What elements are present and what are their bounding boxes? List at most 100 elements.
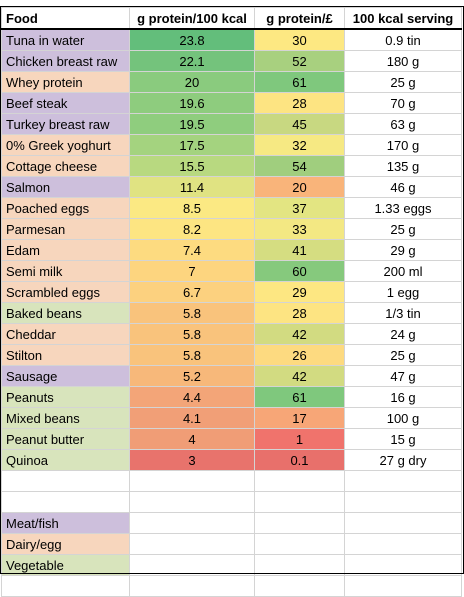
protein-per-pound-cell[interactable]: 52 xyxy=(254,50,345,72)
empty-cell[interactable] xyxy=(254,512,345,534)
food-cell[interactable]: Sausage xyxy=(1,365,130,387)
serving-cell[interactable]: 1.33 eggs xyxy=(344,197,462,219)
empty-cell[interactable] xyxy=(129,533,255,555)
protein-per-kcal-cell[interactable]: 5.2 xyxy=(129,365,255,387)
protein-per-pound-cell[interactable]: 42 xyxy=(254,323,345,345)
food-cell[interactable]: Whey protein xyxy=(1,71,130,93)
food-cell[interactable]: Tuna in water xyxy=(1,28,130,51)
empty-cell[interactable] xyxy=(254,575,345,597)
protein-per-pound-cell[interactable]: 29 xyxy=(254,281,345,303)
food-cell[interactable]: Mixed beans xyxy=(1,407,130,429)
food-cell[interactable]: Parmesan xyxy=(1,218,130,240)
food-cell[interactable]: Turkey breast raw xyxy=(1,113,130,135)
empty-cell[interactable] xyxy=(254,491,345,513)
empty-cell[interactable] xyxy=(344,575,462,597)
food-cell[interactable]: Stilton xyxy=(1,344,130,366)
empty-cell[interactable] xyxy=(344,491,462,513)
food-cell[interactable]: Salmon xyxy=(1,176,130,198)
protein-per-pound-cell[interactable]: 45 xyxy=(254,113,345,135)
serving-cell[interactable]: 180 g xyxy=(344,50,462,72)
serving-cell[interactable]: 25 g xyxy=(344,344,462,366)
legend-label[interactable]: Dairy/egg xyxy=(1,533,130,555)
legend-label[interactable]: Vegetable xyxy=(1,554,130,576)
header-food[interactable]: Food xyxy=(1,7,130,30)
protein-per-pound-cell[interactable]: 42 xyxy=(254,365,345,387)
serving-cell[interactable]: 1/3 tin xyxy=(344,302,462,324)
empty-cell[interactable] xyxy=(344,533,462,555)
protein-per-pound-cell[interactable]: 28 xyxy=(254,92,345,114)
protein-per-kcal-cell[interactable]: 5.8 xyxy=(129,302,255,324)
protein-per-kcal-cell[interactable]: 22.1 xyxy=(129,50,255,72)
protein-per-kcal-cell[interactable]: 17.5 xyxy=(129,134,255,156)
food-cell[interactable]: Beef steak xyxy=(1,92,130,114)
food-cell[interactable]: Poached eggs xyxy=(1,197,130,219)
protein-per-pound-cell[interactable]: 20 xyxy=(254,176,345,198)
serving-cell[interactable]: 29 g xyxy=(344,239,462,261)
protein-per-kcal-cell[interactable]: 20 xyxy=(129,71,255,93)
empty-cell[interactable] xyxy=(344,554,462,576)
empty-cell[interactable] xyxy=(129,575,255,597)
legend-label[interactable]: Meat/fish xyxy=(1,512,130,534)
food-cell[interactable]: Edam xyxy=(1,239,130,261)
protein-per-kcal-cell[interactable]: 3 xyxy=(129,449,255,471)
protein-per-pound-cell[interactable]: 61 xyxy=(254,71,345,93)
serving-cell[interactable]: 47 g xyxy=(344,365,462,387)
protein-per-pound-cell[interactable]: 33 xyxy=(254,218,345,240)
serving-cell[interactable]: 25 g xyxy=(344,71,462,93)
food-cell[interactable]: Peanuts xyxy=(1,386,130,408)
protein-per-kcal-cell[interactable]: 23.8 xyxy=(129,28,255,51)
protein-per-kcal-cell[interactable]: 19.5 xyxy=(129,113,255,135)
food-cell[interactable]: Cheddar xyxy=(1,323,130,345)
serving-cell[interactable]: 70 g xyxy=(344,92,462,114)
empty-cell[interactable] xyxy=(1,575,130,597)
food-cell[interactable]: Semi milk xyxy=(1,260,130,282)
serving-cell[interactable]: 24 g xyxy=(344,323,462,345)
serving-cell[interactable]: 100 g xyxy=(344,407,462,429)
empty-cell[interactable] xyxy=(1,491,130,513)
serving-cell[interactable]: 15 g xyxy=(344,428,462,450)
food-cell[interactable]: Peanut butter xyxy=(1,428,130,450)
protein-per-pound-cell[interactable]: 30 xyxy=(254,28,345,51)
empty-cell[interactable] xyxy=(129,554,255,576)
empty-cell[interactable] xyxy=(129,491,255,513)
protein-per-kcal-cell[interactable]: 4.4 xyxy=(129,386,255,408)
header-protein-per-kcal[interactable]: g protein/100 kcal xyxy=(129,7,255,30)
food-cell[interactable]: Quinoa xyxy=(1,449,130,471)
food-cell[interactable]: Cottage cheese xyxy=(1,155,130,177)
empty-cell[interactable] xyxy=(254,533,345,555)
serving-cell[interactable]: 27 g dry xyxy=(344,449,462,471)
empty-cell[interactable] xyxy=(344,512,462,534)
empty-cell[interactable] xyxy=(129,512,255,534)
serving-cell[interactable]: 25 g xyxy=(344,218,462,240)
header-protein-per-pound[interactable]: g protein/£ xyxy=(254,7,345,30)
protein-per-kcal-cell[interactable]: 7 xyxy=(129,260,255,282)
protein-per-pound-cell[interactable]: 28 xyxy=(254,302,345,324)
protein-per-pound-cell[interactable]: 61 xyxy=(254,386,345,408)
empty-cell[interactable] xyxy=(254,470,345,492)
protein-per-pound-cell[interactable]: 54 xyxy=(254,155,345,177)
protein-per-pound-cell[interactable]: 0.1 xyxy=(254,449,345,471)
serving-cell[interactable]: 200 ml xyxy=(344,260,462,282)
protein-per-kcal-cell[interactable]: 11.4 xyxy=(129,176,255,198)
protein-per-pound-cell[interactable]: 26 xyxy=(254,344,345,366)
header-serving[interactable]: 100 kcal serving xyxy=(344,7,462,30)
food-cell[interactable]: Scrambled eggs xyxy=(1,281,130,303)
protein-per-kcal-cell[interactable]: 7.4 xyxy=(129,239,255,261)
serving-cell[interactable]: 0.9 tin xyxy=(344,28,462,51)
food-cell[interactable]: 0% Greek yoghurt xyxy=(1,134,130,156)
food-cell[interactable]: Baked beans xyxy=(1,302,130,324)
protein-per-kcal-cell[interactable]: 6.7 xyxy=(129,281,255,303)
protein-per-kcal-cell[interactable]: 4.1 xyxy=(129,407,255,429)
protein-per-kcal-cell[interactable]: 8.2 xyxy=(129,218,255,240)
food-cell[interactable]: Chicken breast raw xyxy=(1,50,130,72)
empty-cell[interactable] xyxy=(129,470,255,492)
empty-cell[interactable] xyxy=(254,554,345,576)
protein-per-pound-cell[interactable]: 32 xyxy=(254,134,345,156)
protein-per-kcal-cell[interactable]: 15.5 xyxy=(129,155,255,177)
protein-per-pound-cell[interactable]: 37 xyxy=(254,197,345,219)
protein-per-kcal-cell[interactable]: 19.6 xyxy=(129,92,255,114)
serving-cell[interactable]: 63 g xyxy=(344,113,462,135)
serving-cell[interactable]: 135 g xyxy=(344,155,462,177)
protein-per-pound-cell[interactable]: 60 xyxy=(254,260,345,282)
protein-per-pound-cell[interactable]: 17 xyxy=(254,407,345,429)
